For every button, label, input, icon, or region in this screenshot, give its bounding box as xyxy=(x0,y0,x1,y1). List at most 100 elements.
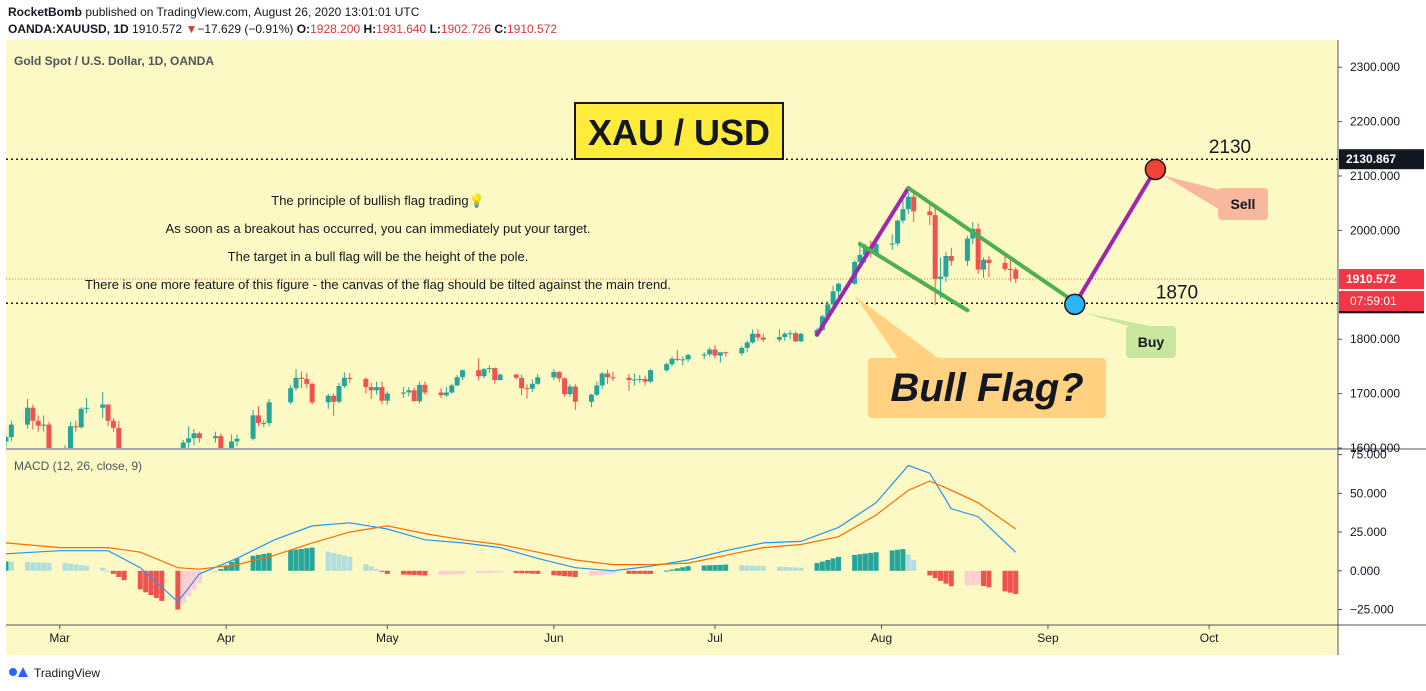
price-axis[interactable] xyxy=(1338,40,1426,655)
buy-callout[interactable] xyxy=(1126,326,1176,358)
candle[interactable] xyxy=(411,387,417,402)
candle[interactable] xyxy=(229,434,235,456)
candle[interactable] xyxy=(562,377,568,397)
candle[interactable] xyxy=(186,426,192,450)
candle[interactable] xyxy=(384,391,390,405)
candle[interactable] xyxy=(674,350,680,361)
candle[interactable] xyxy=(298,371,304,389)
candle[interactable] xyxy=(46,421,52,468)
candle[interactable] xyxy=(782,332,788,341)
candle[interactable] xyxy=(255,406,261,427)
candle[interactable] xyxy=(599,371,605,390)
flag-lower-line[interactable] xyxy=(857,242,970,313)
pattern-callout[interactable] xyxy=(868,358,1106,418)
candle[interactable] xyxy=(739,346,745,356)
candle[interactable] xyxy=(717,352,723,363)
candle[interactable] xyxy=(379,381,385,405)
projection-line[interactable] xyxy=(1072,167,1158,307)
candle[interactable] xyxy=(374,381,380,395)
candle[interactable] xyxy=(460,369,466,380)
candle[interactable] xyxy=(927,203,933,225)
candle[interactable] xyxy=(443,387,449,397)
flag-upper-line[interactable] xyxy=(906,185,1072,301)
sell-point[interactable] xyxy=(1144,158,1167,181)
signal-line[interactable] xyxy=(6,480,1017,570)
candle[interactable] xyxy=(449,383,455,394)
candle[interactable] xyxy=(486,365,492,373)
candle[interactable] xyxy=(347,372,353,383)
candle[interactable] xyxy=(191,428,197,446)
candle[interactable] xyxy=(588,393,594,408)
candle[interactable] xyxy=(798,332,804,342)
candle[interactable] xyxy=(35,415,41,432)
candle[interactable] xyxy=(776,329,782,342)
candle[interactable] xyxy=(476,358,482,381)
candle[interactable] xyxy=(454,375,460,386)
symbol-label[interactable]: OANDA:XAUUSD, 1D xyxy=(8,22,129,36)
candle[interactable] xyxy=(519,374,525,396)
candle[interactable] xyxy=(948,247,954,266)
candle[interactable] xyxy=(793,331,799,342)
candle[interactable] xyxy=(497,373,503,381)
candle[interactable] xyxy=(981,257,987,278)
candle[interactable] xyxy=(8,420,14,442)
candle[interactable] xyxy=(417,381,423,404)
candle[interactable] xyxy=(1013,267,1019,284)
candle[interactable] xyxy=(723,351,729,357)
candle[interactable] xyxy=(78,407,84,429)
candle[interactable] xyxy=(626,374,632,391)
candle[interactable] xyxy=(744,340,750,353)
candle[interactable] xyxy=(755,329,761,341)
candle[interactable] xyxy=(648,369,654,383)
candle[interactable] xyxy=(422,381,428,395)
candle[interactable] xyxy=(293,369,299,391)
candle[interactable] xyxy=(1007,260,1013,282)
candle[interactable] xyxy=(309,382,315,405)
candle[interactable] xyxy=(669,356,675,367)
candle[interactable] xyxy=(631,373,637,386)
candle[interactable] xyxy=(610,371,616,382)
candle[interactable] xyxy=(572,384,578,410)
time-axis[interactable] xyxy=(6,625,1338,655)
candle[interactable] xyxy=(234,434,240,447)
tradingview-brand[interactable]: TradingView xyxy=(34,666,101,680)
candle[interactable] xyxy=(594,381,600,397)
candle[interactable] xyxy=(180,439,186,478)
candle[interactable] xyxy=(712,345,718,359)
candle[interactable] xyxy=(84,397,90,414)
candle[interactable] xyxy=(900,200,906,224)
candle[interactable] xyxy=(551,369,557,380)
candle[interactable] xyxy=(105,404,111,427)
candle[interactable] xyxy=(24,399,30,429)
candle[interactable] xyxy=(905,192,911,215)
candle[interactable] xyxy=(787,330,793,340)
candle[interactable] xyxy=(30,404,36,430)
candle[interactable] xyxy=(212,431,218,443)
candle[interactable] xyxy=(750,329,756,344)
sell-callout[interactable] xyxy=(1218,188,1268,220)
candle[interactable] xyxy=(492,367,498,384)
candle[interactable] xyxy=(895,219,901,246)
candle[interactable] xyxy=(529,379,535,392)
candle[interactable] xyxy=(567,384,573,397)
candle[interactable] xyxy=(637,375,643,383)
candle[interactable] xyxy=(889,234,895,250)
macd-line[interactable] xyxy=(6,464,1017,603)
candle[interactable] xyxy=(836,282,841,299)
candle[interactable] xyxy=(100,391,106,419)
candle[interactable] xyxy=(830,285,836,308)
candle[interactable] xyxy=(331,393,337,416)
candle[interactable] xyxy=(363,377,369,394)
candle[interactable] xyxy=(680,356,686,366)
candle[interactable] xyxy=(336,382,342,404)
tradingview-logo-icon[interactable] xyxy=(8,663,30,681)
candle[interactable] xyxy=(701,352,707,360)
candle[interactable] xyxy=(760,333,766,342)
candle[interactable] xyxy=(368,382,374,400)
buy-point[interactable] xyxy=(1064,293,1086,316)
candle[interactable] xyxy=(400,387,406,398)
candle[interactable] xyxy=(605,369,611,384)
candle[interactable] xyxy=(535,374,541,385)
candle[interactable] xyxy=(73,420,79,432)
candle[interactable] xyxy=(304,372,310,389)
